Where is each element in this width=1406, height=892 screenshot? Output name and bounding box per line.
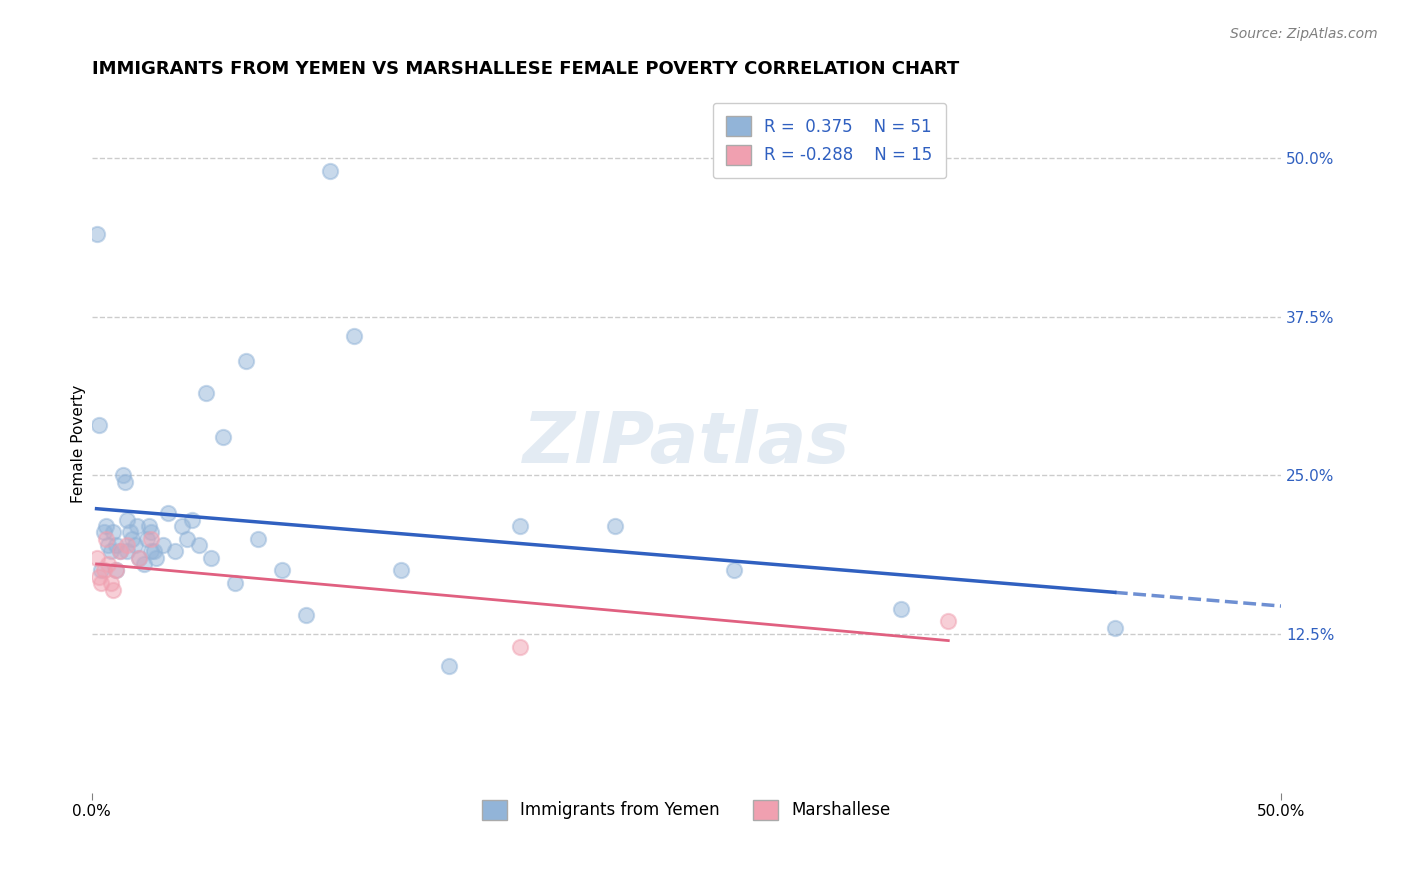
Point	[180, 513, 202, 527]
Point	[110, 544, 132, 558]
Point	[125, 519, 148, 533]
Point	[187, 538, 209, 552]
Point	[1104, 621, 1126, 635]
Point	[114, 475, 136, 489]
Point	[94, 519, 117, 533]
Point	[235, 354, 257, 368]
Point	[224, 576, 246, 591]
Point	[211, 430, 233, 444]
Point	[111, 468, 134, 483]
Point	[247, 532, 270, 546]
Point	[295, 607, 318, 622]
Point	[103, 582, 125, 597]
Point	[509, 519, 531, 533]
Point	[128, 550, 150, 565]
Point	[200, 550, 222, 565]
Point	[124, 538, 146, 552]
Text: Source: ZipAtlas.com: Source: ZipAtlas.com	[1230, 27, 1378, 41]
Point	[87, 570, 110, 584]
Point	[104, 564, 127, 578]
Point	[172, 519, 194, 533]
Point	[121, 532, 143, 546]
Point	[100, 544, 122, 558]
Legend: Immigrants from Yemen, Marshallese: Immigrants from Yemen, Marshallese	[468, 786, 904, 833]
Point	[509, 640, 531, 654]
Point	[342, 328, 364, 343]
Point	[176, 532, 198, 546]
Point	[141, 525, 163, 540]
Point	[135, 532, 157, 546]
Text: ZIPatlas: ZIPatlas	[523, 409, 851, 478]
Point	[271, 564, 294, 578]
Point	[605, 519, 627, 533]
Point	[319, 163, 342, 178]
Point	[93, 564, 115, 578]
Point	[389, 564, 412, 578]
Point	[103, 525, 125, 540]
Point	[936, 614, 959, 628]
Point	[86, 227, 108, 241]
Point	[156, 507, 179, 521]
Y-axis label: Female Poverty: Female Poverty	[72, 384, 86, 503]
Point	[165, 544, 187, 558]
Point	[97, 557, 120, 571]
Point	[141, 544, 163, 558]
Point	[145, 550, 167, 565]
Point	[890, 601, 912, 615]
Point	[723, 564, 745, 578]
Point	[437, 658, 460, 673]
Point	[117, 544, 139, 558]
Point	[86, 550, 108, 565]
Point	[104, 538, 127, 552]
Point	[142, 544, 165, 558]
Point	[152, 538, 174, 552]
Point	[118, 525, 141, 540]
Point	[94, 532, 117, 546]
Point	[90, 576, 112, 591]
Point	[87, 417, 110, 432]
Point	[134, 557, 156, 571]
Point	[128, 550, 150, 565]
Text: IMMIGRANTS FROM YEMEN VS MARSHALLESE FEMALE POVERTY CORRELATION CHART: IMMIGRANTS FROM YEMEN VS MARSHALLESE FEM…	[91, 60, 959, 78]
Point	[141, 532, 163, 546]
Point	[117, 538, 139, 552]
Point	[90, 564, 112, 578]
Point	[104, 564, 127, 578]
Point	[100, 576, 122, 591]
Point	[195, 385, 218, 400]
Point	[138, 519, 160, 533]
Point	[117, 513, 139, 527]
Point	[110, 544, 132, 558]
Point	[93, 525, 115, 540]
Point	[97, 538, 120, 552]
